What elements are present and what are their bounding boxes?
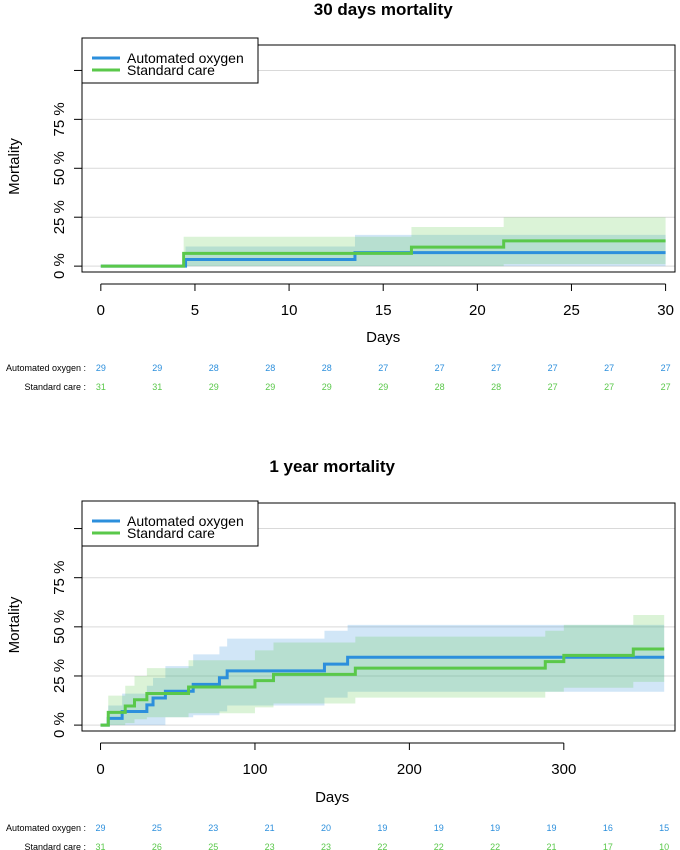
risk-value: 19 xyxy=(546,823,556,833)
legend-box xyxy=(81,500,259,547)
x-tick-label: 20 xyxy=(469,302,486,319)
risk-value: 21 xyxy=(265,823,275,833)
risk-value: 27 xyxy=(661,363,671,373)
legend-box xyxy=(81,37,259,84)
risk-value: 31 xyxy=(96,842,106,850)
risk-value: 27 xyxy=(548,382,558,392)
risk-value: 23 xyxy=(265,842,275,850)
ci-band-automated xyxy=(100,624,665,726)
y-axis-title: Mortality xyxy=(6,596,23,653)
legend-label-standard: Standard care xyxy=(127,525,215,541)
x-tick-label: 25 xyxy=(563,302,580,319)
risk-value: 26 xyxy=(152,842,162,850)
risk-value: 29 xyxy=(96,823,106,833)
risk-value: 19 xyxy=(490,823,500,833)
series-line-standard xyxy=(100,239,666,268)
risk-value: 22 xyxy=(434,842,444,850)
y-tick-label: 75 % xyxy=(51,561,68,595)
plot-frame xyxy=(81,44,676,273)
risk-value: 20 xyxy=(321,823,331,833)
risk-value: 19 xyxy=(434,823,444,833)
x-tick-label: 200 xyxy=(397,761,422,778)
risk-value: 25 xyxy=(208,842,218,850)
risk-row-label: Standard care : xyxy=(24,382,86,392)
x-tick-label: 300 xyxy=(551,761,576,778)
risk-value: 29 xyxy=(96,363,106,373)
risk-row-label: Automated oxygen : xyxy=(6,363,86,373)
x-tick-label: 0 xyxy=(97,302,105,319)
legend-label-automated: Automated oxygen xyxy=(127,50,244,66)
risk-value: 27 xyxy=(604,382,614,392)
chart-panel-1: 30 days mortality 0 % 25 % 50 % 75 % Mortalit… xyxy=(6,0,676,392)
x-tick-label: 5 xyxy=(191,302,199,319)
x-axis-title: Days xyxy=(315,789,349,806)
risk-value: 23 xyxy=(321,842,331,850)
legend-label-standard: Standard care xyxy=(127,62,215,78)
risk-value: 15 xyxy=(659,823,669,833)
x-tick-label: 0 xyxy=(96,761,104,778)
series-line-automated xyxy=(100,655,665,727)
risk-value: 28 xyxy=(491,382,501,392)
risk-table: Automated oxygen : 29 25 23 21 20 19 19 19 19 16 15… xyxy=(6,823,669,850)
risk-value: 27 xyxy=(378,363,388,373)
risk-value: 28 xyxy=(209,363,219,373)
risk-value: 10 xyxy=(659,842,669,850)
risk-value: 29 xyxy=(209,382,219,392)
x-axis-title: Days xyxy=(366,329,400,346)
risk-table: Automated oxygen : 29 29 28 28 28 27 27 27 27 27 27… xyxy=(6,363,671,392)
ci-band-standard xyxy=(100,615,665,726)
risk-value: 31 xyxy=(96,382,106,392)
risk-value: 22 xyxy=(490,842,500,850)
y-tick-label: 0 % xyxy=(51,712,68,738)
risk-value: 27 xyxy=(604,363,614,373)
y-tick-label: 50 % xyxy=(51,151,68,185)
risk-value: 29 xyxy=(378,382,388,392)
risk-value: 28 xyxy=(265,363,275,373)
risk-value: 21 xyxy=(546,842,556,850)
risk-value: 27 xyxy=(548,363,558,373)
y-tick-label: 25 % xyxy=(51,659,68,693)
risk-value: 19 xyxy=(377,823,387,833)
risk-row-label: Standard care : xyxy=(24,842,86,850)
risk-value: 29 xyxy=(265,382,275,392)
risk-row-label: Automated oxygen : xyxy=(6,823,86,833)
series-line-standard xyxy=(100,647,665,727)
risk-value: 27 xyxy=(491,363,501,373)
risk-value: 29 xyxy=(322,382,332,392)
risk-value: 23 xyxy=(208,823,218,833)
x-tick-label: 30 xyxy=(657,302,674,319)
risk-value: 28 xyxy=(435,382,445,392)
chart-panel-2: 1 year mortality 0 % 25 % 50 % 75 % Mortality… xyxy=(6,457,676,850)
y-tick-label: 75 % xyxy=(51,102,68,136)
risk-value: 27 xyxy=(661,382,671,392)
legend-label-automated: Automated oxygen xyxy=(127,513,244,529)
risk-value: 31 xyxy=(152,382,162,392)
risk-value: 22 xyxy=(377,842,387,850)
risk-value: 16 xyxy=(603,823,613,833)
risk-value: 29 xyxy=(152,363,162,373)
y-tick-label: 25 % xyxy=(51,200,68,234)
x-tick-label: 10 xyxy=(281,302,298,319)
y-tick-label: 50 % xyxy=(51,610,68,644)
risk-value: 28 xyxy=(322,363,332,373)
plot-frame xyxy=(81,502,676,732)
risk-value: 25 xyxy=(152,823,162,833)
risk-value: 17 xyxy=(603,842,613,850)
x-tick-label: 15 xyxy=(375,302,392,319)
risk-value: 27 xyxy=(435,363,445,373)
y-axis-title: Mortality xyxy=(6,138,23,195)
y-tick-label: 0 % xyxy=(51,253,68,279)
chart-title: 30 days mortality xyxy=(314,0,453,19)
x-tick-label: 100 xyxy=(242,761,267,778)
chart-title: 1 year mortality xyxy=(269,457,395,476)
